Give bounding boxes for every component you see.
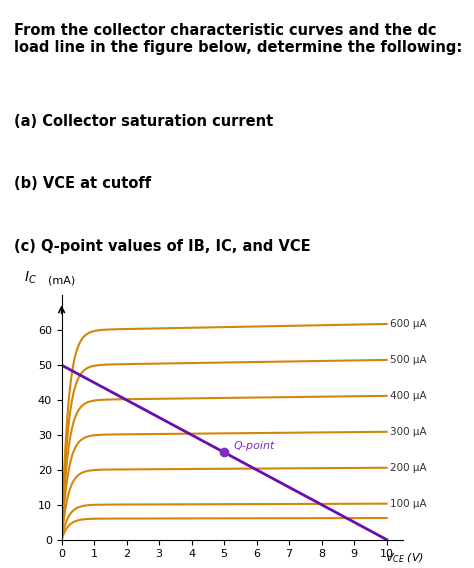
- Text: From the collector characteristic curves and the dc
load line in the figure belo: From the collector characteristic curves…: [14, 23, 463, 55]
- Text: 600 μA: 600 μA: [390, 319, 427, 329]
- Text: Q-point: Q-point: [234, 441, 275, 451]
- Text: (a) Collector saturation current: (a) Collector saturation current: [14, 114, 273, 128]
- Text: (mA): (mA): [48, 275, 75, 286]
- Text: (b) VCE at cutoff: (b) VCE at cutoff: [14, 176, 151, 191]
- Text: $V_{CE}$ (V): $V_{CE}$ (V): [385, 552, 424, 565]
- Text: 400 μA: 400 μA: [390, 391, 427, 401]
- Text: 100 μA: 100 μA: [390, 499, 427, 509]
- Text: 300 μA: 300 μA: [390, 427, 427, 437]
- Text: 500 μA: 500 μA: [390, 355, 427, 365]
- Text: (c) Q-point values of IB, IC, and VCE: (c) Q-point values of IB, IC, and VCE: [14, 239, 311, 253]
- Text: $I_C$: $I_C$: [24, 269, 37, 286]
- Text: 200 μA: 200 μA: [390, 463, 427, 473]
